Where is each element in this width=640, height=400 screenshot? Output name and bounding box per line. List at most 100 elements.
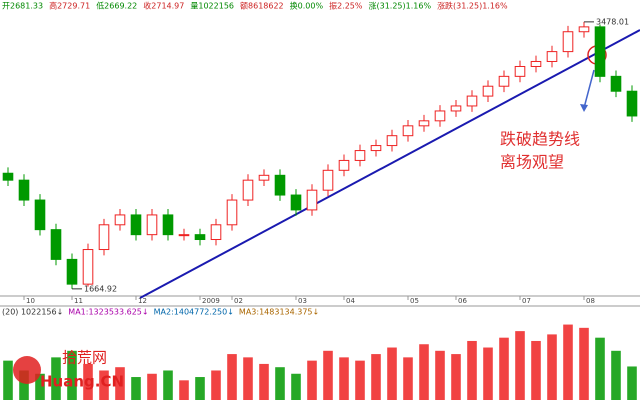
volume-bar (3, 360, 13, 400)
volume-bar (435, 350, 445, 400)
volume-bar (515, 331, 525, 400)
volume-bar (35, 373, 45, 400)
annotation: 跌破趋势线 (500, 130, 580, 149)
candle-body (178, 234, 190, 237)
candle-body (434, 110, 446, 122)
x-tick-label: 03 (298, 297, 307, 305)
volume-bar (627, 366, 637, 400)
volume-bar (339, 357, 349, 400)
candle-body (98, 224, 110, 251)
volume-bar (51, 357, 61, 400)
x-tick-label: 2009 (202, 297, 220, 305)
candle-body (290, 194, 302, 211)
volume-bar (147, 373, 157, 400)
candle-body (18, 179, 30, 201)
x-tick-label: 05 (410, 297, 419, 305)
candle-body (66, 258, 78, 285)
header-item: 高2729.71 (49, 1, 90, 11)
volume-header-item: (20) 1022156↓ (2, 308, 63, 317)
volume-bar (563, 324, 573, 400)
candle-body (450, 105, 462, 112)
volume-bar (99, 370, 109, 400)
volume-header-item: MA1:1323533.625↓ (68, 308, 148, 317)
annotation: 离场观望 (500, 153, 564, 172)
candle-body (162, 214, 174, 236)
volume-bar (355, 360, 365, 400)
candle-body (146, 214, 158, 236)
candle-body (322, 169, 334, 191)
candle-body (34, 199, 46, 231)
volume-bar (291, 373, 301, 400)
max-label: 3478.01 (596, 17, 629, 26)
x-tick-label: 11 (74, 297, 83, 305)
logo-url: Huang.CN (40, 373, 124, 391)
volume-bar (243, 357, 253, 400)
candle-body (594, 26, 606, 77)
volume-bar (131, 377, 141, 400)
header-item: 开2681.33 (2, 2, 43, 11)
candle-body (82, 249, 94, 285)
volume-bar (227, 354, 237, 400)
header-item: 收2714.97 (143, 1, 184, 11)
candle-body (402, 125, 414, 137)
x-tick-label: 06 (458, 297, 467, 305)
candle-body (274, 174, 286, 196)
volume-bar (275, 367, 285, 400)
x-tick-label: 07 (522, 297, 531, 305)
volume-bar (19, 370, 29, 400)
candle-body (242, 179, 254, 201)
header-item: 换0.00% (290, 1, 324, 11)
candle-body (482, 85, 494, 97)
volume-bar (259, 363, 269, 400)
candle-body (466, 95, 478, 107)
volume-bar (323, 350, 333, 400)
volume-bar (611, 350, 621, 400)
volume-bar (307, 360, 317, 400)
volume-header-item: MA2:1404772.250↓ (154, 308, 234, 317)
logo-icon (13, 356, 41, 384)
header-item: 额8618622 (240, 1, 284, 11)
candle-body (626, 90, 638, 117)
volume-bar (531, 340, 541, 400)
candle-body (498, 75, 510, 87)
volume-header-item: MA3:1483134.375↓ (239, 308, 319, 317)
volume-bar (83, 363, 93, 400)
logo: 拾荒网 Huang.CN (13, 349, 124, 391)
header-item: 量1022156 (190, 2, 234, 11)
volume-bar (547, 334, 557, 400)
candle-body (386, 135, 398, 147)
volume-bar (579, 327, 589, 400)
volume-bar (67, 350, 77, 400)
candle-body (578, 26, 590, 33)
candle-body (418, 120, 430, 127)
volume-bar (451, 354, 461, 400)
trend-line (139, 29, 640, 299)
arrow-head (580, 104, 588, 112)
candle-body (338, 159, 350, 171)
candle-body (610, 75, 622, 92)
candle-body (210, 224, 222, 241)
x-tick-label: 12 (138, 297, 147, 305)
volume-bar (371, 354, 381, 400)
header-item: 涨(31.25)1.16% (369, 1, 432, 11)
volume-bar (195, 377, 205, 400)
candle-body (50, 229, 62, 260)
volume-bar (387, 347, 397, 400)
x-tick-label: 08 (586, 297, 595, 305)
candle-body (514, 65, 526, 77)
candle-body (306, 189, 318, 211)
header-item: 涨跌(31.25)1.16% (437, 1, 508, 11)
volume-bar (403, 357, 413, 400)
candle-body (194, 234, 206, 241)
volume-bar (483, 347, 493, 400)
candle-body (370, 145, 382, 152)
candle-body (354, 150, 366, 161)
candle-body (530, 60, 542, 67)
candle-body (226, 199, 238, 226)
volume-bar (163, 370, 173, 400)
min-label: 1664.92 (84, 284, 117, 293)
candle-body (130, 214, 142, 236)
volume-bar (211, 370, 221, 400)
candle-body (114, 214, 126, 226)
